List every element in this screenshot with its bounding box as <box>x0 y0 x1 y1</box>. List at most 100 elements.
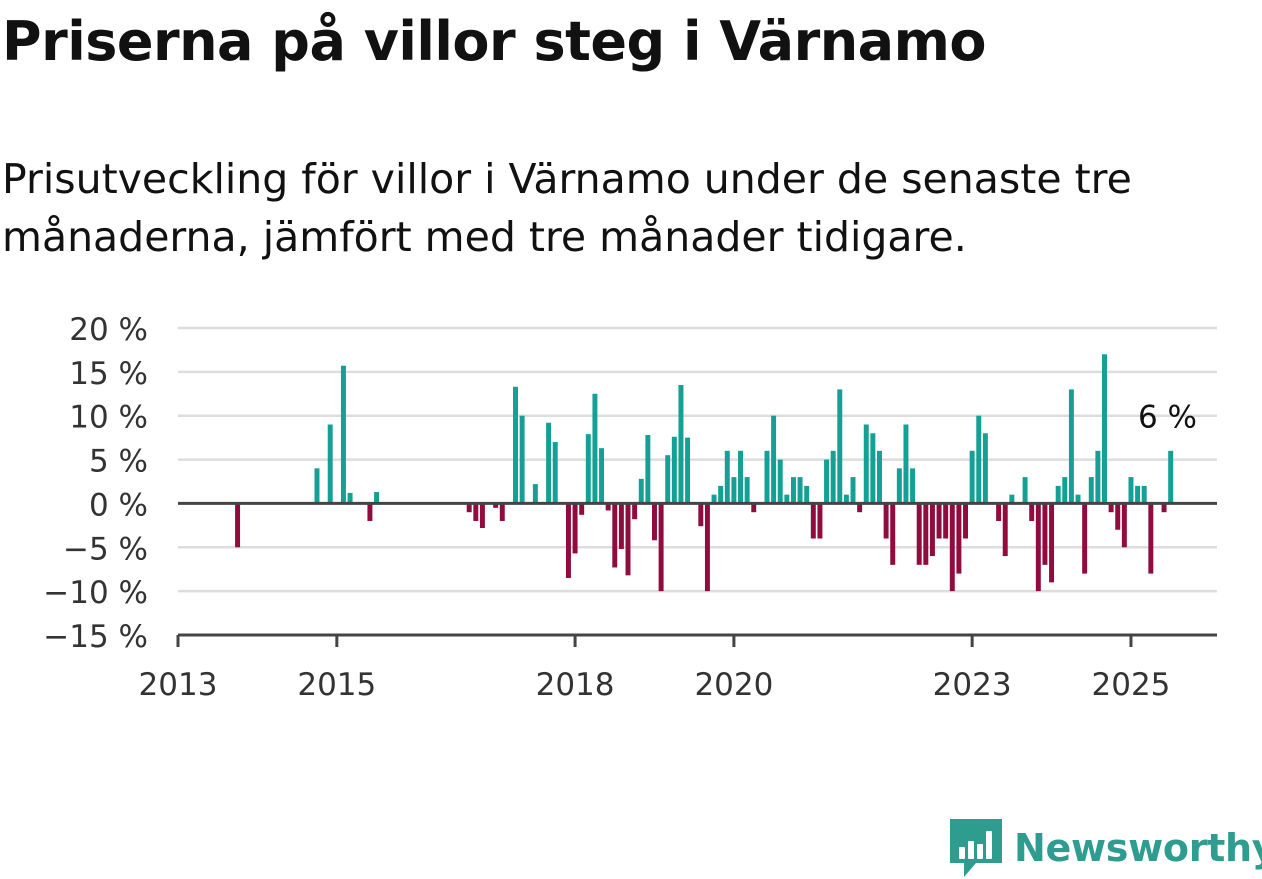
bar <box>704 503 710 592</box>
bar <box>1035 503 1041 592</box>
bar <box>903 424 909 504</box>
bar <box>804 485 810 504</box>
bar <box>923 503 929 565</box>
bar <box>327 424 333 504</box>
bar <box>552 442 558 504</box>
bar <box>711 494 717 504</box>
bar <box>1088 477 1094 504</box>
bar <box>824 459 830 504</box>
bar <box>929 503 935 557</box>
y-tick-label: 10 % <box>69 400 148 436</box>
chart-title: Priserna på villor steg i Värnamo <box>2 10 986 73</box>
bar <box>532 484 538 504</box>
last-value-label: 6 % <box>1138 400 1197 436</box>
bar <box>605 503 611 511</box>
bar <box>585 434 591 504</box>
bar <box>1161 503 1167 513</box>
y-tick-label: 15 % <box>69 356 148 392</box>
bar <box>956 503 962 574</box>
bar <box>1082 503 1088 574</box>
tick-labels: 20 % 15 % 10 % 5 % 0 % −5 % −10 % −15 % 2013 2015… <box>43 312 1197 703</box>
x-tick-label: 2020 <box>694 667 773 703</box>
bar <box>1029 503 1035 521</box>
bar <box>810 503 816 539</box>
bar-chart: 20 % 15 % 10 % 5 % 0 % −5 % −10 % −15 % 2013 2015… <box>43 312 1217 703</box>
bar <box>857 503 863 513</box>
axes <box>176 501 1217 647</box>
bar <box>843 494 849 504</box>
bar <box>724 450 730 504</box>
x-tick-label: 2013 <box>139 667 218 703</box>
bar <box>519 415 525 504</box>
bar <box>1022 477 1028 504</box>
bar <box>976 415 982 504</box>
x-tick-label: 2025 <box>1092 667 1171 703</box>
bar <box>579 503 585 515</box>
bar <box>797 477 803 504</box>
bar <box>1102 354 1107 504</box>
y-tick-label: 0 % <box>89 487 148 523</box>
y-tick-label: 20 % <box>69 312 148 348</box>
bar <box>565 503 571 578</box>
bar <box>340 365 346 504</box>
bar <box>1002 503 1008 557</box>
y-tick-label: 5 % <box>89 444 148 480</box>
bar <box>599 448 605 504</box>
bar <box>493 503 499 508</box>
bar <box>771 415 777 504</box>
bar <box>1055 485 1061 504</box>
bar <box>916 503 922 565</box>
x-tick-label: 2023 <box>933 667 1012 703</box>
x-tick-label: 2015 <box>297 667 376 703</box>
bar <box>479 503 485 528</box>
bar <box>1108 503 1114 513</box>
bar <box>1009 494 1015 504</box>
bar <box>652 503 657 541</box>
bar <box>1049 503 1055 583</box>
bar <box>235 503 241 548</box>
bar <box>996 503 1002 521</box>
bar <box>744 477 750 504</box>
bar <box>678 385 684 504</box>
bar <box>546 422 552 504</box>
bar <box>718 485 724 504</box>
bar <box>1042 503 1048 565</box>
bar <box>632 503 638 520</box>
bar <box>638 478 644 504</box>
x-tick-label: 2018 <box>536 667 615 703</box>
bar <box>817 503 823 539</box>
bar <box>572 503 578 554</box>
bar <box>1068 389 1074 504</box>
bar <box>890 503 896 565</box>
bar <box>731 477 737 504</box>
bar <box>1062 477 1068 504</box>
bar <box>658 503 664 592</box>
bar <box>877 450 882 504</box>
brand-logo: Newsworthy <box>950 818 1262 878</box>
y-tick-label: −10 % <box>43 575 148 611</box>
bar <box>1141 485 1147 504</box>
bar <box>949 503 955 592</box>
bar <box>870 433 876 504</box>
bar <box>473 503 479 521</box>
bar <box>751 503 757 513</box>
bar <box>1148 503 1154 574</box>
bar <box>466 503 472 513</box>
bar <box>764 450 770 504</box>
bar <box>698 503 704 527</box>
bar <box>665 455 671 504</box>
bar <box>963 503 969 539</box>
bar <box>645 435 651 504</box>
bar <box>374 492 380 504</box>
bar <box>592 393 598 504</box>
bar <box>830 450 836 504</box>
bar <box>1075 494 1081 504</box>
y-tick-label: −15 % <box>43 619 148 655</box>
bars <box>235 354 1174 592</box>
y-tick-label: −5 % <box>63 531 148 567</box>
bar <box>685 437 691 504</box>
bar <box>499 503 505 521</box>
bar <box>784 494 790 504</box>
brand-name: Newsworthy <box>1014 826 1262 870</box>
bar <box>883 503 889 539</box>
